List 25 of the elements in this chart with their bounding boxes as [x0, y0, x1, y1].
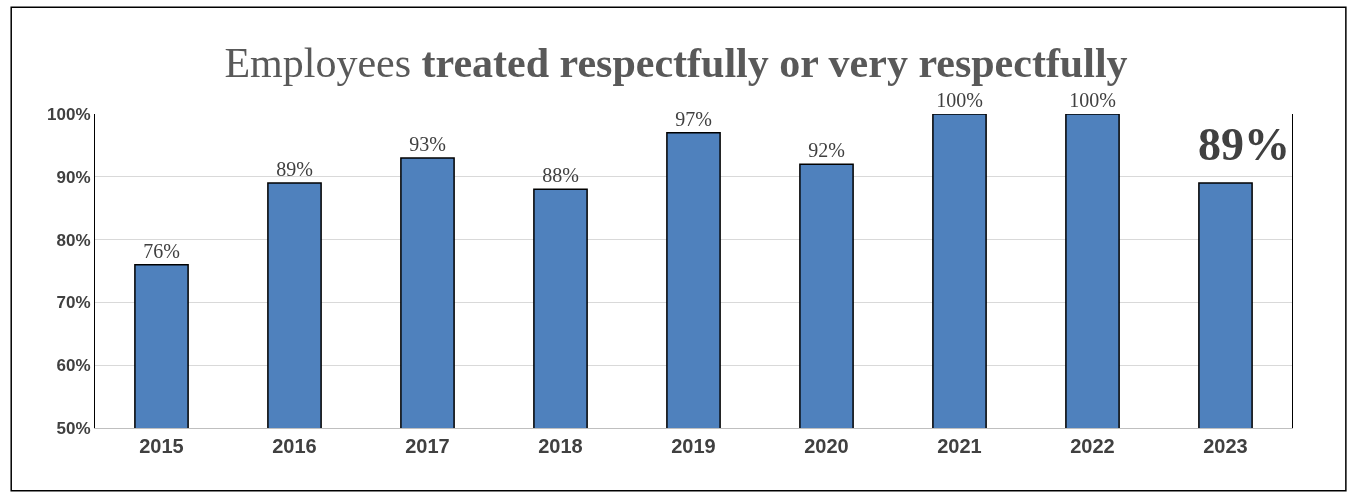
y-tick-label: 70%	[56, 293, 91, 313]
data-label: 92%	[808, 139, 845, 162]
y-tick-label: 100%	[47, 104, 91, 124]
data-label: 76%	[143, 239, 180, 262]
annotation: 89%	[1198, 119, 1290, 170]
x-tick-label: 2015	[139, 435, 184, 457]
x-tick-label: 2020	[804, 435, 849, 457]
y-tick-label: 60%	[56, 356, 91, 376]
data-label: 89%	[276, 158, 313, 181]
x-tick-label: 2023	[1203, 435, 1248, 457]
x-tick-label: 2022	[1070, 435, 1115, 457]
data-label: 100%	[936, 89, 983, 111]
x-tick-label: 2016	[272, 435, 317, 457]
x-tick-label: 2018	[538, 435, 583, 457]
y-tick-label: 50%	[56, 418, 91, 438]
y-tick-label: 90%	[56, 167, 91, 187]
data-label: 88%	[542, 164, 579, 187]
data-label: 93%	[409, 132, 446, 155]
y-tick-label: 80%	[56, 230, 91, 250]
x-tick-label: 2019	[671, 435, 716, 457]
chart-title: Employees treated respectfully or very respectfully	[224, 39, 1128, 86]
data-label: 100%	[1069, 89, 1116, 111]
x-tick-label: 2017	[405, 435, 450, 457]
data-label: 97%	[675, 107, 712, 130]
x-tick-label: 2021	[937, 435, 982, 457]
